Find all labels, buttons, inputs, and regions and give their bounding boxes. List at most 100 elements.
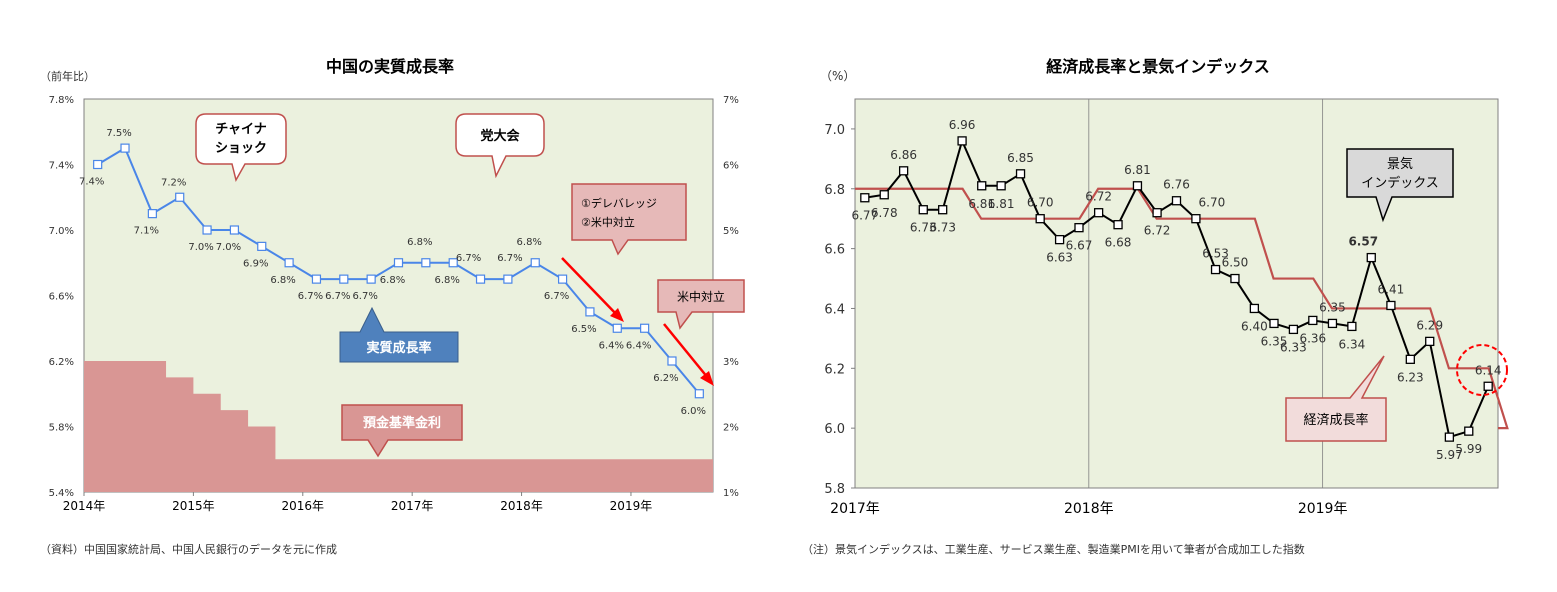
index-data-label: 5.99 <box>1455 442 1482 456</box>
index-marker <box>1386 300 1396 311</box>
callout-us-china-line1: 米中対立 <box>677 289 725 304</box>
index-data-label: 6.14 <box>1475 363 1502 377</box>
index-marker <box>918 205 928 215</box>
growth-data-label: 6.7% <box>298 291 323 302</box>
y-tick-label-right: 7% <box>723 95 739 106</box>
callout-growth-rate-line1: 経済成長率 <box>1303 412 1368 428</box>
chart-right-title: 経済成長率と景気インデックス <box>1046 57 1270 76</box>
index-marker <box>1347 321 1357 332</box>
callout-deleverage-line2: ②米中対立 <box>581 215 635 229</box>
index-data-label: 6.53 <box>1202 247 1229 261</box>
chart-right-markers <box>860 136 1493 442</box>
growth-marker <box>448 258 458 268</box>
index-marker <box>1093 208 1104 218</box>
index-data-label: 6.63 <box>1046 251 1073 265</box>
growth-data-label: 6.7% <box>352 291 377 302</box>
chart-left-markers <box>93 143 704 399</box>
callout-china-shock: チャイナ ショック <box>195 113 287 183</box>
index-data-label: 6.50 <box>1222 256 1249 270</box>
callout-business-index-line2: インデックス <box>1361 175 1439 191</box>
index-data-label: 6.23 <box>1397 370 1424 384</box>
index-marker <box>1054 234 1065 245</box>
chart-left-rate-area <box>84 361 713 492</box>
chart-left-ylabel: （前年比） <box>40 69 95 83</box>
growth-marker <box>202 225 212 235</box>
y-tick-label-left: 7.4% <box>49 161 74 172</box>
growth-data-label: 6.7% <box>497 253 522 264</box>
growth-data-label: 6.7% <box>325 291 350 302</box>
index-marker <box>1308 315 1318 326</box>
growth-marker <box>475 274 486 284</box>
index-marker <box>1230 273 1240 284</box>
index-marker <box>898 166 909 176</box>
gdp-step-line <box>855 187 1509 430</box>
y-tick-label: 5.8 <box>824 482 845 497</box>
y-tick-label: 6.4 <box>824 302 845 317</box>
growth-marker <box>421 258 431 268</box>
index-marker <box>1191 214 1201 224</box>
y-tick-label: 6.6 <box>824 243 845 258</box>
growth-marker <box>694 389 704 399</box>
callout-growth-rate: 経済成長率 <box>1285 355 1387 442</box>
x-tick-label: 2018年 <box>500 499 543 513</box>
label-growth-rate-text: 実質成長率 <box>366 340 431 356</box>
index-data-label: 6.41 <box>1378 282 1405 296</box>
growth-data-label: 6.4% <box>599 340 624 351</box>
index-marker <box>1483 381 1493 391</box>
chart-left-source: （資料）中国国家統計局、中国人民銀行のデータを元に作成 <box>40 543 337 556</box>
arrow-decline-1 <box>561 257 624 322</box>
index-marker <box>1464 426 1474 436</box>
index-data-label: 6.81 <box>988 197 1015 211</box>
x-tick-label: 2016年 <box>282 499 325 513</box>
index-data-label: 6.29 <box>1416 318 1443 332</box>
growth-marker <box>366 274 376 284</box>
growth-data-label: 7.2% <box>161 177 186 188</box>
index-data-label: 6.70 <box>1027 196 1054 210</box>
growth-data-label: 6.8% <box>517 237 542 248</box>
growth-marker <box>585 307 595 317</box>
growth-marker <box>557 274 568 284</box>
arrow-decline-2 <box>663 323 714 386</box>
index-marker <box>1210 264 1221 275</box>
growth-marker <box>503 274 513 284</box>
growth-marker <box>339 274 349 284</box>
callout-party-congress: 党大会 <box>455 113 545 179</box>
chart-right-note: （注）景気インデックスは、工業生産、サービス業生産、製造業PMIを用いて筆者が合… <box>802 543 1305 556</box>
index-data-label: 6.33 <box>1280 340 1307 354</box>
chart-right-ylabel: （%） <box>820 69 855 83</box>
x-tick-label: 2018年 <box>1064 501 1114 517</box>
growth-marker <box>612 323 622 333</box>
x-tick-label: 2014年 <box>63 499 106 513</box>
growth-marker <box>175 192 185 202</box>
y-tick-label-left: 6.6% <box>49 292 74 303</box>
index-marker <box>1269 318 1279 329</box>
chart-right-data-labels: 6.776.786.866.736.736.966.816.816.856.70… <box>851 118 1501 462</box>
index-data-label: 6.67 <box>1066 239 1093 253</box>
y-tick-label: 6.8 <box>824 183 845 198</box>
index-marker <box>1444 432 1455 442</box>
label-deposit-rate-text: 預金基準金利 <box>363 415 441 431</box>
index-marker <box>1425 336 1435 347</box>
chart-left-y-ticks: 7.8% 7.4% 7.0% 6.6% 6.2% 5.8% 5.4% <box>49 95 74 499</box>
highlight-circle <box>1456 344 1508 396</box>
chart-right: 経済成長率と景気インデックス （%） 7.0 6.8 6.6 6.4 6.2 6.0 5.8… <box>820 57 1509 517</box>
index-data-label: 5.97 <box>1436 448 1463 462</box>
index-marker <box>1152 208 1162 218</box>
growth-marker <box>640 323 650 333</box>
index-data-label: 6.72 <box>1144 224 1171 238</box>
growth-marker <box>284 258 294 268</box>
callout-us-china: 米中対立 <box>657 279 745 330</box>
growth-marker <box>147 209 157 219</box>
growth-marker <box>530 258 540 268</box>
index-data-label: 6.76 <box>1163 178 1190 192</box>
x-tick-label: 2019年 <box>1298 501 1348 517</box>
growth-marker <box>229 225 240 235</box>
y-tick-label-right: 5% <box>723 226 739 237</box>
growth-data-label: 7.1% <box>134 226 159 237</box>
x-tick-label: 2017年 <box>391 499 434 513</box>
index-data-label: 6.34 <box>1339 337 1366 351</box>
growth-data-label: 7.0% <box>216 242 241 253</box>
label-growth-rate: 実質成長率 <box>339 306 459 363</box>
y-tick-label-right: 3% <box>723 357 739 368</box>
index-marker <box>1132 181 1143 191</box>
